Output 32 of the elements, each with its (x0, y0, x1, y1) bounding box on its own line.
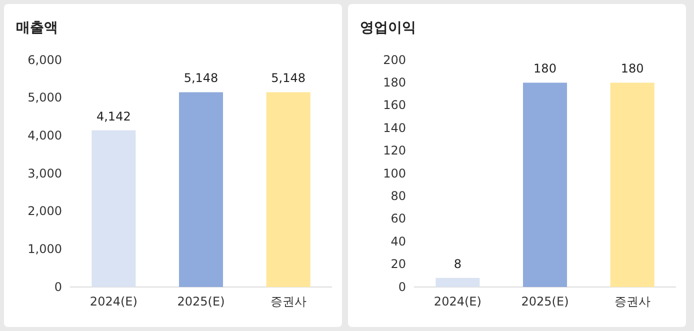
x-tick-label: 2025(E) (521, 294, 569, 309)
y-tick-label: 140 (383, 120, 406, 135)
y-tick-label: 0 (398, 280, 406, 294)
y-tick-label: 2,000 (28, 204, 62, 218)
y-tick-label: 120 (383, 144, 406, 158)
data-label: 180 (620, 62, 644, 76)
y-tick-label: 3,000 (28, 166, 62, 180)
data-label: 5,148 (271, 71, 306, 86)
y-tick-label: 180 (383, 76, 406, 90)
y-tick-label: 160 (383, 98, 406, 112)
y-tick-label: 80 (390, 189, 406, 204)
x-tick-label: 2024(E) (90, 294, 138, 309)
y-tick-label: 4,000 (28, 128, 62, 143)
x-tick-label: 증권사 (270, 294, 306, 309)
data-label: 4,142 (96, 109, 131, 124)
x-tick-label: 2024(E) (434, 294, 482, 309)
data-label: 5,148 (184, 71, 218, 86)
data-label: 180 (534, 62, 556, 76)
y-tick-label: 200 (383, 52, 406, 67)
y-tick-label: 6,000 (28, 52, 62, 67)
x-tick-label: 증권사 (614, 294, 650, 309)
y-tick-label: 40 (390, 234, 406, 248)
chart-title: 영업이익 (360, 20, 416, 36)
data-label: 8 (454, 256, 462, 271)
y-tick-label: 0 (54, 280, 62, 294)
y-tick-label: 1,000 (28, 242, 62, 256)
y-tick-label: 20 (390, 257, 406, 272)
y-tick-label: 5,000 (28, 90, 62, 105)
y-tick-label: 100 (383, 166, 406, 180)
y-tick-label: 60 (390, 212, 406, 226)
chart-title: 매출액 (16, 20, 58, 36)
x-tick-label: 2025(E) (177, 294, 225, 309)
